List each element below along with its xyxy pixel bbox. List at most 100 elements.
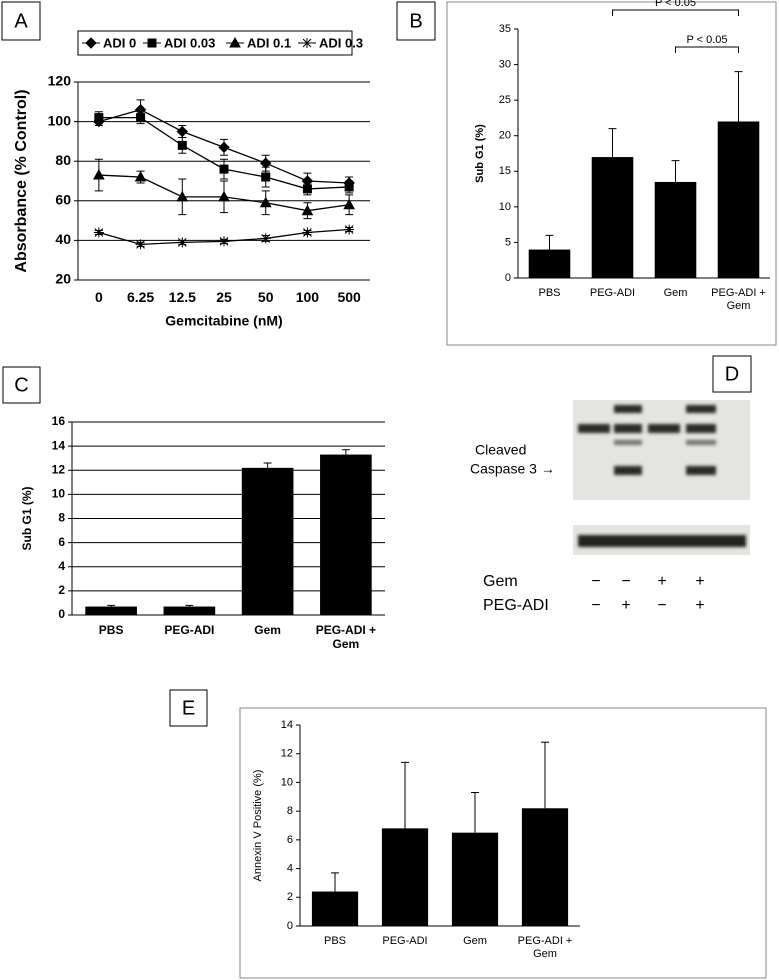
- blot-band: [648, 424, 680, 433]
- bar: [717, 121, 760, 278]
- blot-annotation: Caspase 3 →: [470, 461, 555, 477]
- y-tick-label: 10: [281, 776, 293, 788]
- error-bar: [263, 462, 272, 468]
- legend-marker: [85, 37, 97, 49]
- x-tick-label: 12.5: [168, 289, 196, 305]
- point-marker: [344, 182, 354, 192]
- y-axis-title: Absorbance (% Control): [13, 89, 30, 272]
- y-tick-label: 8: [287, 805, 293, 817]
- panel-label-box: [2, 366, 41, 404]
- blot-band: [578, 535, 746, 547]
- y-tick-label: 14: [281, 719, 293, 731]
- western-blot: [573, 400, 750, 555]
- panel-label: C: [14, 374, 28, 396]
- x-tick-label: PEG-ADI + Gem: [315, 623, 377, 651]
- y-tick-label: 14: [52, 438, 66, 452]
- y-tick-label: 4: [287, 862, 293, 874]
- y-tick-label: 4: [58, 559, 65, 573]
- y-tick-label: 30: [499, 58, 511, 70]
- point-marker: [176, 190, 189, 202]
- error-bar: [341, 449, 350, 455]
- x-tick-label: PBS: [98, 623, 124, 637]
- blot-annotation: Cleaved: [475, 442, 526, 458]
- panel-label-box: [169, 689, 208, 727]
- point-marker: [136, 113, 146, 123]
- y-tick-label: 2: [287, 891, 293, 903]
- legend-label: ADI 0.03: [164, 35, 215, 50]
- y-tick-label: 10: [499, 201, 511, 213]
- y-tick-label: 0: [505, 272, 511, 284]
- blot-sign: −: [591, 573, 600, 590]
- error-bar: [608, 128, 617, 158]
- bar: [311, 891, 359, 926]
- point-marker: [301, 204, 314, 216]
- blot-band: [686, 405, 716, 413]
- y-tick-label: 0: [58, 607, 65, 621]
- blot-band: [614, 440, 642, 445]
- x-tick-label: Gem: [254, 623, 281, 637]
- x-tick-label: PEG-ADI: [164, 623, 215, 637]
- point-marker: [219, 236, 229, 247]
- point-marker: [218, 190, 230, 202]
- error-bar: [107, 604, 116, 607]
- x-tick-label: PEG-ADI: [589, 287, 636, 299]
- blot-band: [686, 424, 716, 433]
- blot-band: [578, 424, 610, 433]
- y-tick-label: 100: [48, 112, 72, 128]
- error-bar: [545, 234, 554, 250]
- x-tick-label: Gem: [463, 935, 487, 947]
- blot-band: [614, 466, 642, 475]
- bar: [163, 606, 216, 615]
- y-tick-label: 10: [52, 487, 66, 501]
- blot-membrane: [573, 400, 750, 500]
- legend-marker: [302, 38, 312, 48]
- x-tick-label: PBS: [538, 287, 561, 299]
- blot-sign: +: [695, 597, 704, 614]
- x-tick-label: 25: [216, 289, 232, 305]
- x-tick-label: 6.25: [126, 289, 155, 305]
- y-tick-label: 40: [55, 231, 71, 247]
- blot-sign: +: [657, 573, 666, 590]
- bar: [381, 828, 429, 926]
- x-tick-label: 50: [257, 289, 274, 305]
- y-tick-label: 80: [55, 152, 71, 168]
- point-marker: [93, 227, 104, 238]
- y-tick-label: 6: [58, 535, 65, 549]
- y-tick-label: 6: [287, 834, 293, 846]
- panel-label-box: [396, 1, 436, 41]
- legend-label: ADI 0.1: [247, 35, 291, 50]
- bar: [591, 157, 634, 278]
- point-marker: [302, 227, 313, 238]
- blot-band: [686, 466, 716, 475]
- significance-label: P < 0.05: [686, 34, 727, 46]
- point-marker: [135, 239, 146, 250]
- y-tick-label: 120: [48, 73, 72, 89]
- panel-border: [239, 707, 767, 979]
- blot-row-label: Gem: [483, 573, 518, 590]
- point-marker: [177, 140, 187, 150]
- blot-band: [614, 405, 642, 413]
- bar: [521, 808, 569, 926]
- point-marker: [177, 237, 188, 248]
- error-bar: [471, 791, 479, 833]
- error-bar: [734, 71, 743, 122]
- legend-label: ADI 0.3: [319, 35, 363, 50]
- y-axis-title: Annexin V Positive (%): [252, 770, 264, 882]
- panel-label-box: [1, 1, 41, 41]
- x-axis-title: Gemcitabine (nM): [165, 313, 282, 329]
- blot-sign: +: [695, 573, 704, 590]
- x-tick-label: Gem: [663, 287, 688, 299]
- y-tick-label: 20: [55, 271, 71, 287]
- panel-label-box: [712, 355, 752, 393]
- error-bar: [185, 604, 194, 607]
- x-tick-label: PEG-ADI + Gem: [517, 935, 573, 960]
- bar: [320, 454, 372, 615]
- y-tick-label: 35: [499, 23, 511, 35]
- error-bar: [401, 761, 409, 829]
- point-marker: [134, 171, 147, 182]
- y-tick-label: 15: [499, 165, 511, 177]
- x-tick-label: 500: [337, 289, 361, 305]
- point-marker: [94, 113, 104, 123]
- panel-label: E: [182, 697, 195, 719]
